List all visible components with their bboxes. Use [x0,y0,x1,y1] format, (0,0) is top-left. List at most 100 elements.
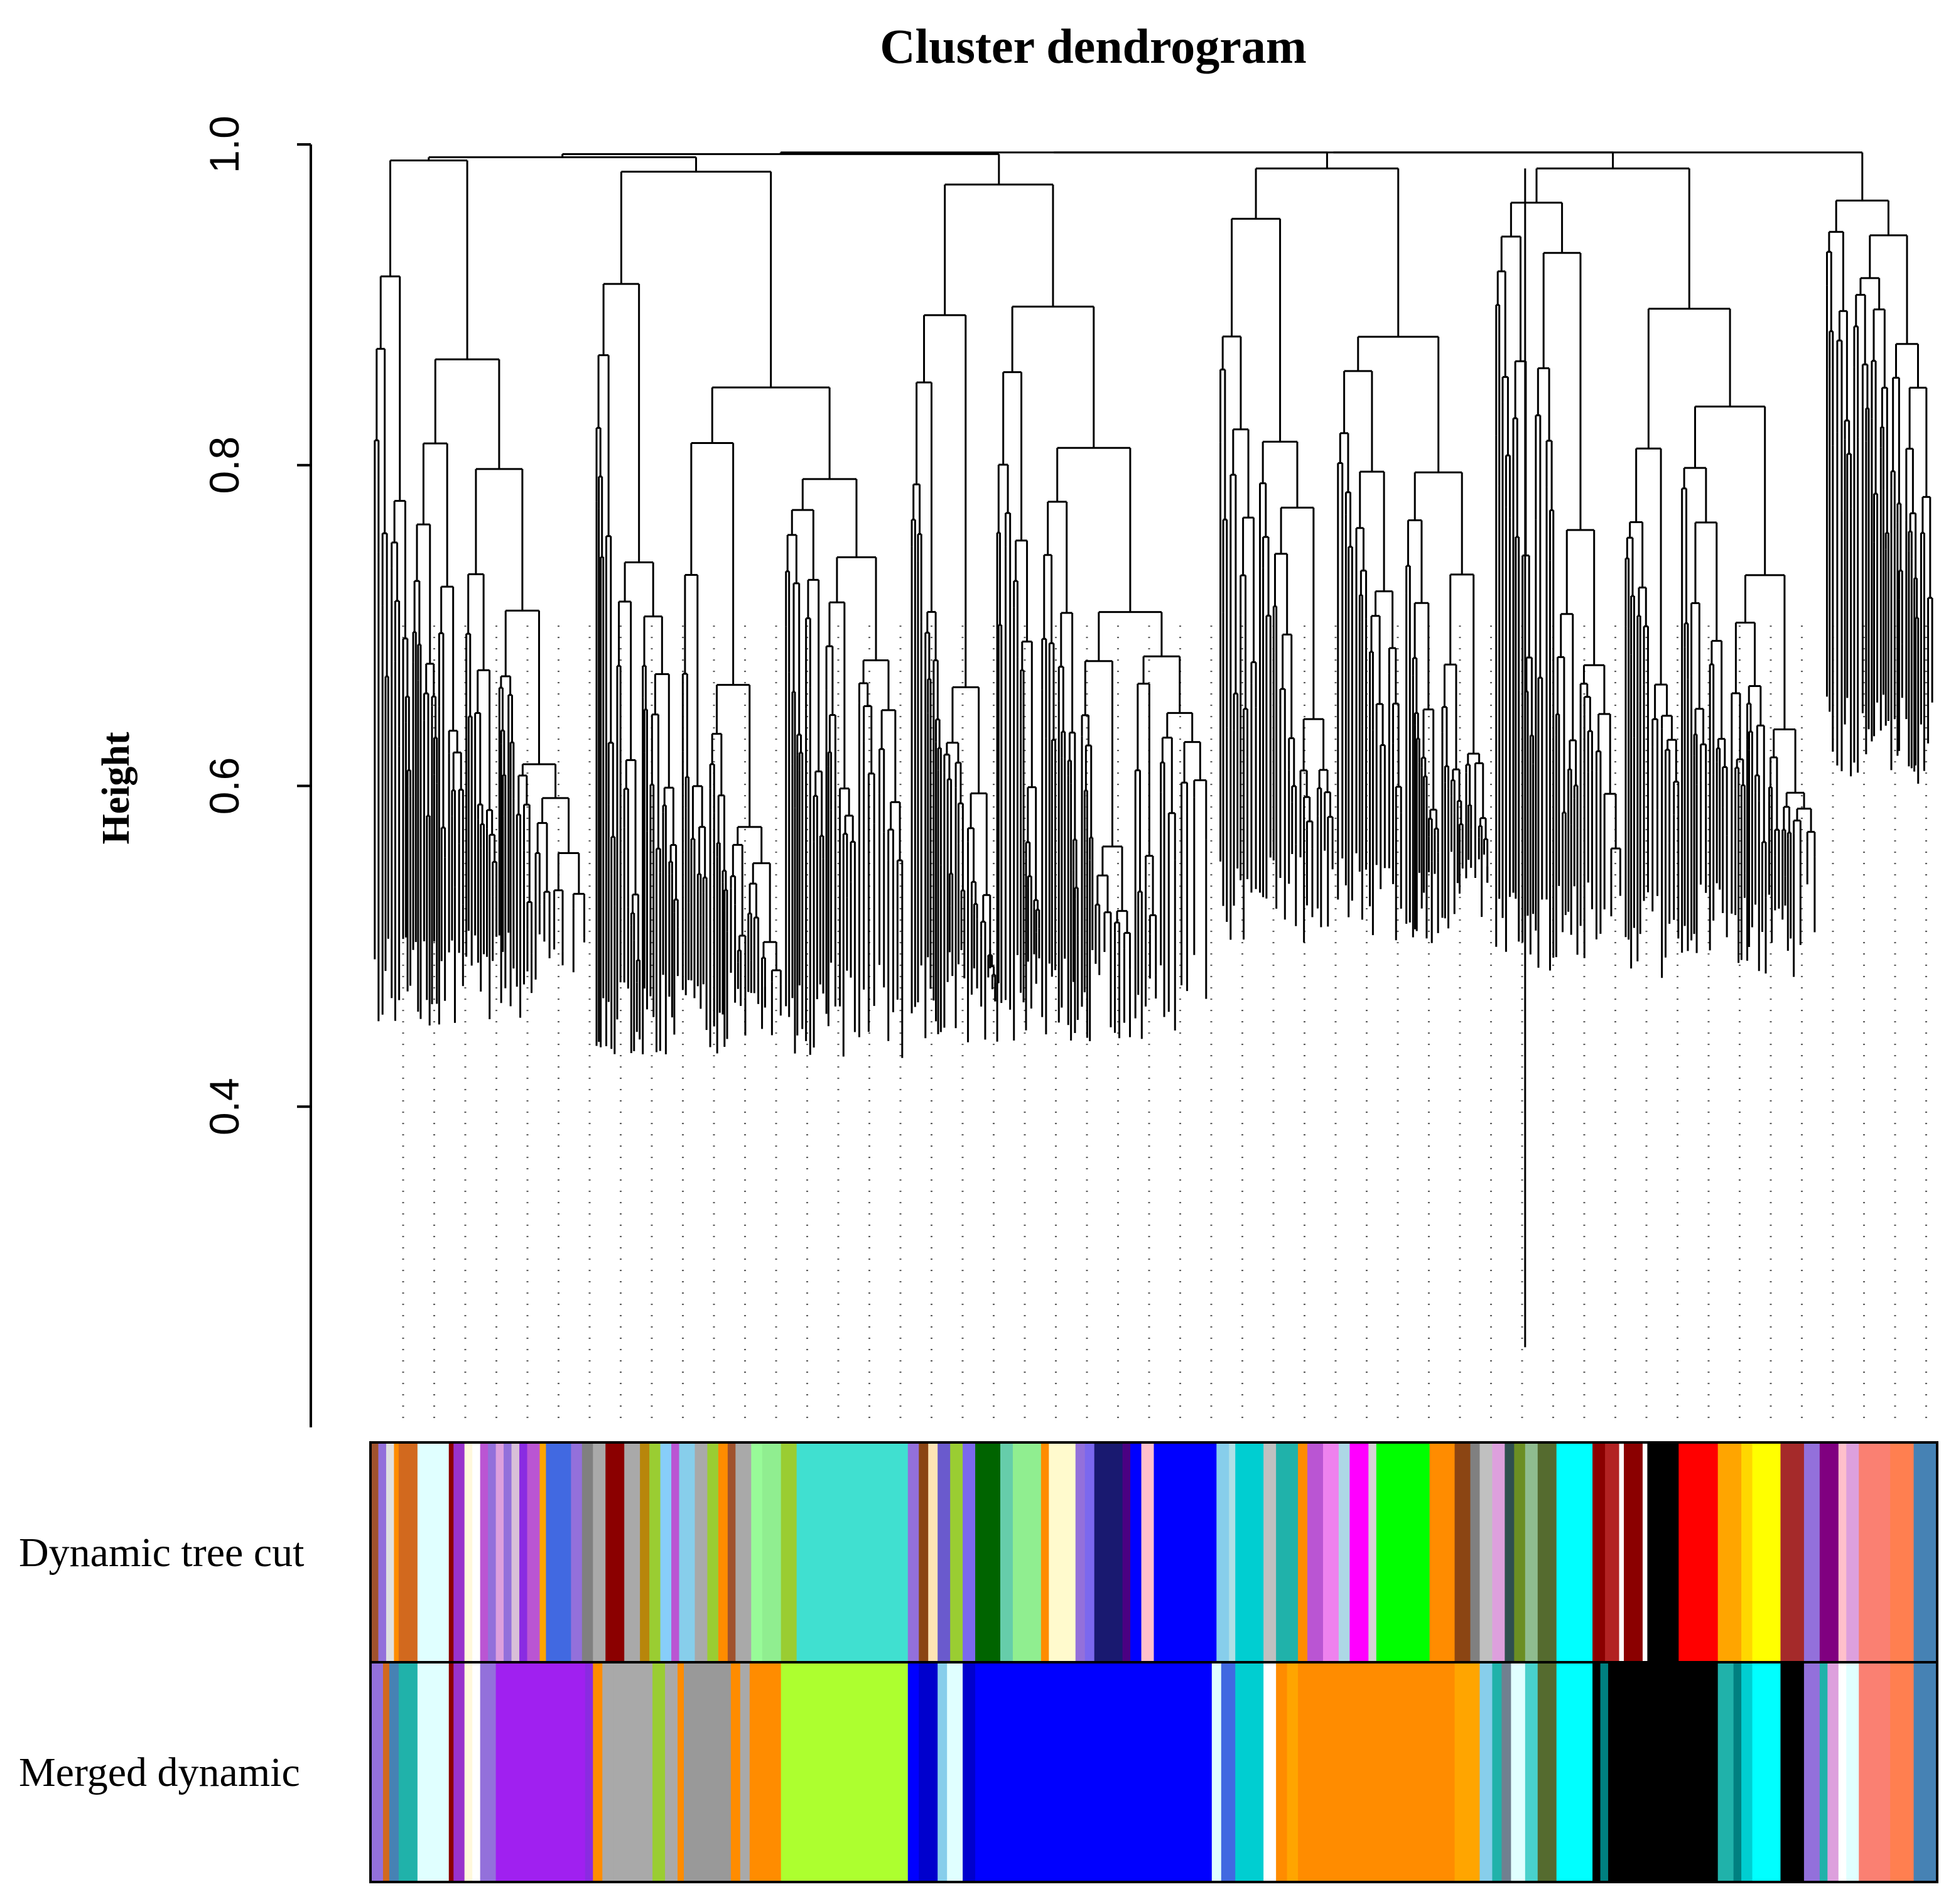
color-segment [1642,1442,1648,1662]
color-segment [1084,1442,1095,1662]
color-segment [1556,1442,1593,1662]
color-segment [585,1662,593,1882]
color-segment [1913,1442,1938,1662]
color-segment [907,1442,919,1662]
color-segment [640,1442,650,1662]
color-segment [1470,1442,1480,1662]
color-segment [1624,1442,1643,1662]
color-segment [1376,1442,1430,1662]
color-segment [1211,1662,1222,1882]
color-segment [382,1662,390,1882]
color-segment [394,1442,399,1662]
color-segment [907,1662,919,1882]
color-segment [751,1442,763,1662]
color-segment [1235,1662,1264,1882]
color-segment [684,1662,732,1882]
color-segment [1276,1662,1288,1882]
color-segment [1608,1662,1719,1882]
y-tick-label: 0.4 [201,1078,247,1135]
color-segment [495,1442,504,1662]
color-segment [1600,1662,1609,1882]
color-segment [593,1662,603,1882]
color-segment [919,1442,929,1662]
color-segment [1819,1442,1839,1662]
color-segment [472,1442,481,1662]
y-tick-label: 0.6 [201,757,247,815]
color-segment [1592,1442,1606,1662]
color-segment [519,1442,527,1662]
color-segment [781,1442,797,1662]
color-segment [678,1662,684,1882]
color-segment [1537,1442,1557,1662]
color-segment [511,1442,520,1662]
color-segment [1235,1442,1264,1662]
y-axis: 0.4 0.6 0.8 1.0 [201,116,312,1427]
color-segment [671,1442,680,1662]
color-segment [1619,1442,1624,1662]
color-segment [1263,1662,1277,1882]
color-segment [1592,1662,1601,1882]
color-segment [1075,1442,1086,1662]
color-segment [937,1442,951,1662]
color-segment [613,1662,653,1882]
color-segment [1338,1442,1350,1662]
color-segment [1349,1442,1369,1662]
color-segment [1717,1442,1742,1662]
color-segment [1859,1662,1891,1882]
color-segment [649,1442,661,1662]
color-segment [735,1442,752,1662]
color-segment [1501,1662,1511,1882]
color-segment [1454,1662,1480,1882]
color-segment [527,1442,540,1662]
color-segment [453,1442,465,1662]
color-segment [749,1662,782,1882]
color-segment [398,1662,418,1882]
color-segment [480,1662,497,1882]
color-segment [1913,1662,1938,1882]
color-segment [1752,1442,1781,1662]
color-segment [1846,1442,1859,1662]
color-segment [1505,1442,1515,1662]
color-segment [1322,1442,1339,1662]
color-segment [370,1662,384,1882]
color-segment [480,1442,489,1662]
color-segment [1752,1662,1781,1882]
color-segment [1859,1442,1891,1662]
color-segment [1605,1442,1620,1662]
color-segment [947,1662,963,1882]
color-segment [1368,1442,1377,1662]
color-segment [1537,1662,1557,1882]
color-segment [1556,1662,1593,1882]
module-color-rows: Dynamic tree cut Merged dynamic [19,1441,1938,1883]
color-segment [581,1442,593,1662]
color-segment [730,1662,741,1882]
color-segment [1838,1662,1847,1882]
color-segment [796,1442,909,1662]
color-segment [1012,1442,1042,1662]
color-segment [448,1442,454,1662]
color-segment [1511,1662,1526,1882]
color-segment [1298,1442,1308,1662]
color-segment [1890,1442,1915,1662]
color-segment [1040,1442,1049,1662]
color-segment [571,1442,583,1662]
color-segment [707,1442,719,1662]
color-segment [389,1662,399,1882]
dendrogram-tree [374,151,1933,1348]
color-segment [1525,1662,1538,1882]
y-tick-label: 1.0 [201,116,247,173]
color-segment [504,1442,512,1662]
color-segment [1429,1442,1456,1662]
color-segment [1454,1442,1471,1662]
color-segment [727,1442,736,1662]
color-segment [1000,1442,1013,1662]
color-segment [740,1662,750,1882]
color-segment [1298,1662,1430,1882]
color-segment [593,1442,606,1662]
color-segment [975,1662,1213,1882]
color-segment [1130,1442,1142,1662]
color-segment [624,1442,640,1662]
chart-title: Cluster dendrogram [880,19,1307,73]
color-segment [928,1442,938,1662]
